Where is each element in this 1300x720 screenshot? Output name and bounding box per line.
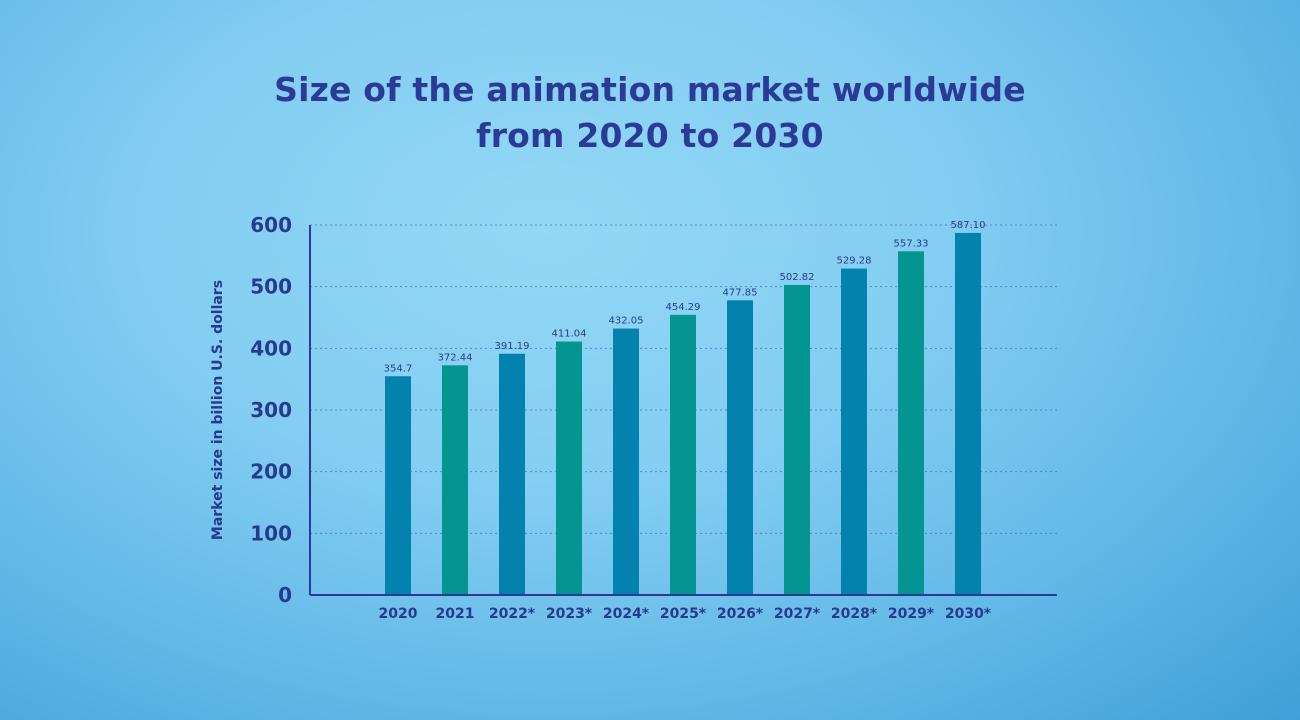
bar (784, 284, 810, 595)
bar (955, 232, 981, 595)
bar (727, 300, 753, 595)
data-label: 432.05 (609, 316, 644, 327)
y-tick-label: 500 (250, 275, 292, 299)
x-tick-label: 2025* (660, 606, 707, 622)
x-tick-label: 2023* (546, 606, 593, 622)
data-label: 502.82 (780, 272, 815, 283)
y-tick-label: 300 (250, 398, 292, 422)
x-tick-label: 2029* (888, 606, 935, 622)
bar (499, 353, 525, 595)
x-tick-label: 2028* (831, 606, 878, 622)
bar (841, 268, 867, 595)
data-label: 477.85 (723, 287, 758, 298)
data-label: 529.28 (837, 256, 872, 267)
y-tick-label: 0 (278, 583, 292, 607)
y-axis-label: Market size in billion U.S. dollars (210, 280, 226, 540)
data-label: 557.33 (894, 238, 929, 249)
data-labels: 354.7 372.44 391.19 411.04 432.05 454.29 477.8… (384, 220, 986, 374)
data-label: 454.29 (666, 302, 701, 313)
bar (442, 365, 468, 595)
x-tick-label: 2024* (603, 606, 650, 622)
x-tick-label: 2022* (489, 606, 536, 622)
data-label: 372.44 (438, 352, 473, 363)
axes (309, 225, 1057, 596)
x-tick-label: 2027* (774, 606, 821, 622)
bar (556, 341, 582, 595)
data-label: 411.04 (552, 329, 587, 340)
data-label: 391.19 (495, 341, 530, 352)
chart-title-line-2: from 2020 to 2030 (476, 116, 824, 155)
x-tick-label: 2026* (717, 606, 764, 622)
bar (385, 376, 411, 595)
chart-title-line-1: Size of the animation market worldwide (274, 70, 1026, 109)
y-tick-label: 400 (250, 336, 292, 360)
bar (670, 314, 696, 595)
bar (613, 328, 639, 595)
data-label: 354.7 (384, 363, 413, 374)
bars (385, 232, 981, 595)
data-label: 587.10 (951, 220, 986, 231)
x-tick-label: 2020 (379, 606, 418, 622)
y-tick-label: 600 (250, 213, 292, 237)
x-tick-labels: 2020 2021 2022* 2023* 2024* 2025* 2026* 2027* 20… (379, 606, 992, 622)
x-tick-label: 2021 (436, 606, 475, 622)
y-tick-label: 100 (250, 521, 292, 545)
x-tick-label: 2030* (945, 606, 992, 622)
y-tick-label: 200 (250, 460, 292, 484)
bar (898, 251, 924, 595)
y-tick-labels: 0 100 200 300 400 500 600 (250, 213, 292, 607)
